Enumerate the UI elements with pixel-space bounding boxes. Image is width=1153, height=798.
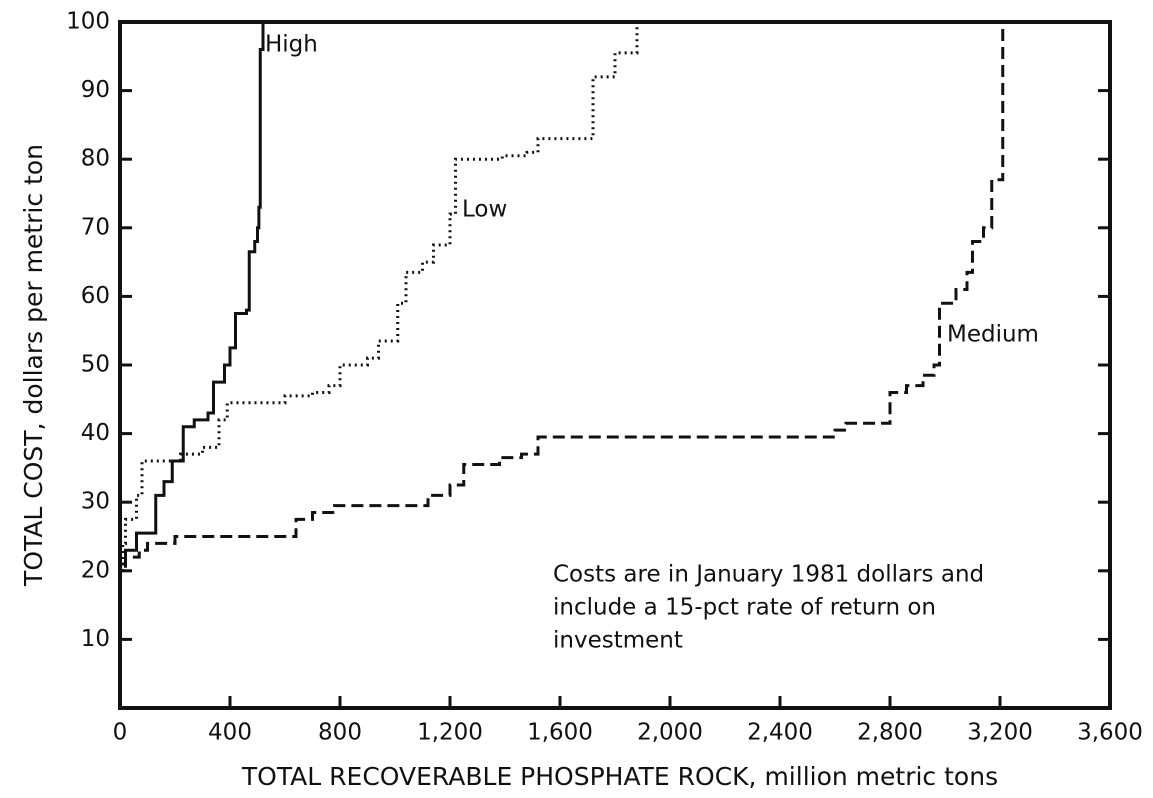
annotation: include a 15-pct rate of return on [553, 595, 936, 621]
x-tick-label: 1,600 [527, 720, 593, 746]
x-tick-label: 2,000 [637, 720, 703, 746]
series-label: Low [462, 197, 507, 223]
annotation: Costs are in January 1981 dollars and [553, 562, 984, 588]
x-tick-label: 400 [208, 720, 252, 746]
series-line [118, 22, 639, 599]
x-tick-label: 2,800 [857, 720, 923, 746]
x-tick-label: 3,200 [967, 720, 1033, 746]
y-tick-label: 80 [81, 146, 110, 172]
x-tick-label: 1,200 [417, 720, 483, 746]
series-line [118, 22, 265, 599]
y-tick-label: 10 [81, 626, 110, 652]
x-tick-label: 3,600 [1077, 720, 1143, 746]
y-tick-label: 100 [66, 9, 110, 35]
y-tick-label: 60 [81, 283, 110, 309]
annotation: investment [553, 628, 683, 654]
series-label: Medium [947, 322, 1039, 348]
y-tick-label: 30 [81, 489, 110, 515]
y-tick-label: 90 [81, 77, 110, 103]
y-tick-label: 50 [81, 352, 110, 378]
x-tick-label: 2,400 [747, 720, 813, 746]
y-axis-label: TOTAL COST, dollars per metric ton [19, 144, 48, 587]
y-tick-label: 20 [81, 557, 110, 583]
x-tick-label: 0 [113, 720, 128, 746]
y-tick-label: 70 [81, 214, 110, 240]
y-tick-label: 40 [81, 420, 110, 446]
x-axis-label: TOTAL RECOVERABLE PHOSPHATE ROCK, millio… [241, 762, 998, 791]
series-label: High [265, 32, 318, 58]
x-tick-label: 800 [318, 720, 362, 746]
series-line [118, 22, 1005, 599]
